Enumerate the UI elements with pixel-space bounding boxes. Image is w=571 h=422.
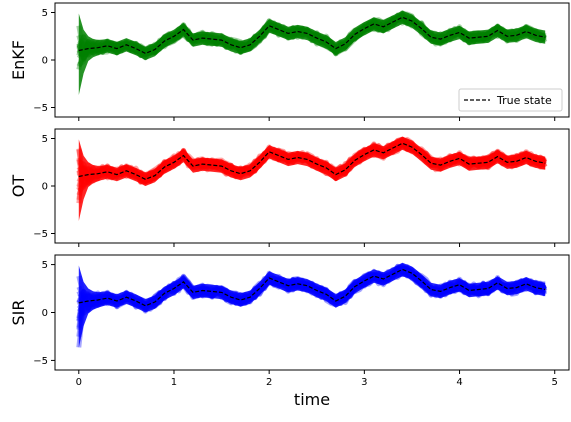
panel-plot-area [76, 136, 548, 221]
true-state-line [78, 142, 546, 180]
x-tick-label: 2 [266, 377, 272, 388]
y-tick-label: 5 [42, 260, 48, 271]
x-tick-label: 5 [552, 377, 558, 388]
y-tick-label: 5 [42, 134, 48, 145]
panel-ylabel: OT [9, 175, 28, 198]
legend-label: True state [496, 94, 552, 107]
panel-plot-area [76, 262, 548, 348]
true-state-line [78, 268, 546, 307]
y-tick-label: −5 [33, 103, 48, 114]
panel-enkf: −5 0 5 EnKF True state [9, 2, 570, 121]
y-tick-label: −5 [33, 229, 48, 240]
x-tick-label: 4 [456, 377, 462, 388]
ensemble-band [78, 262, 546, 348]
ensemble-band [78, 10, 546, 96]
panel-frame [54, 254, 570, 371]
y-tick-label: 0 [42, 182, 48, 193]
panel-ylabel: SIR [9, 300, 28, 326]
panel-ot: −5 0 5 OT [9, 128, 570, 247]
true-state-line [78, 16, 546, 55]
x-tick-label: 3 [361, 377, 367, 388]
y-tick-label: 0 [42, 56, 48, 67]
panel-ylabel: EnKF [9, 40, 28, 80]
x-axis-label: time [294, 390, 330, 409]
panel-plot-area [76, 10, 548, 96]
panel-frame [54, 128, 570, 244]
ensemble-band [78, 136, 546, 221]
panel-sir: −5 0 5 0 1 2 3 4 5 SIR [9, 254, 570, 388]
x-tick-label: 1 [171, 377, 177, 388]
legend: True state [458, 88, 563, 112]
x-tick-label: 0 [76, 377, 82, 388]
y-tick-label: −5 [33, 356, 48, 367]
legend-box [458, 88, 563, 112]
y-tick-label: 5 [42, 8, 48, 19]
y-tick-label: 0 [42, 308, 48, 319]
